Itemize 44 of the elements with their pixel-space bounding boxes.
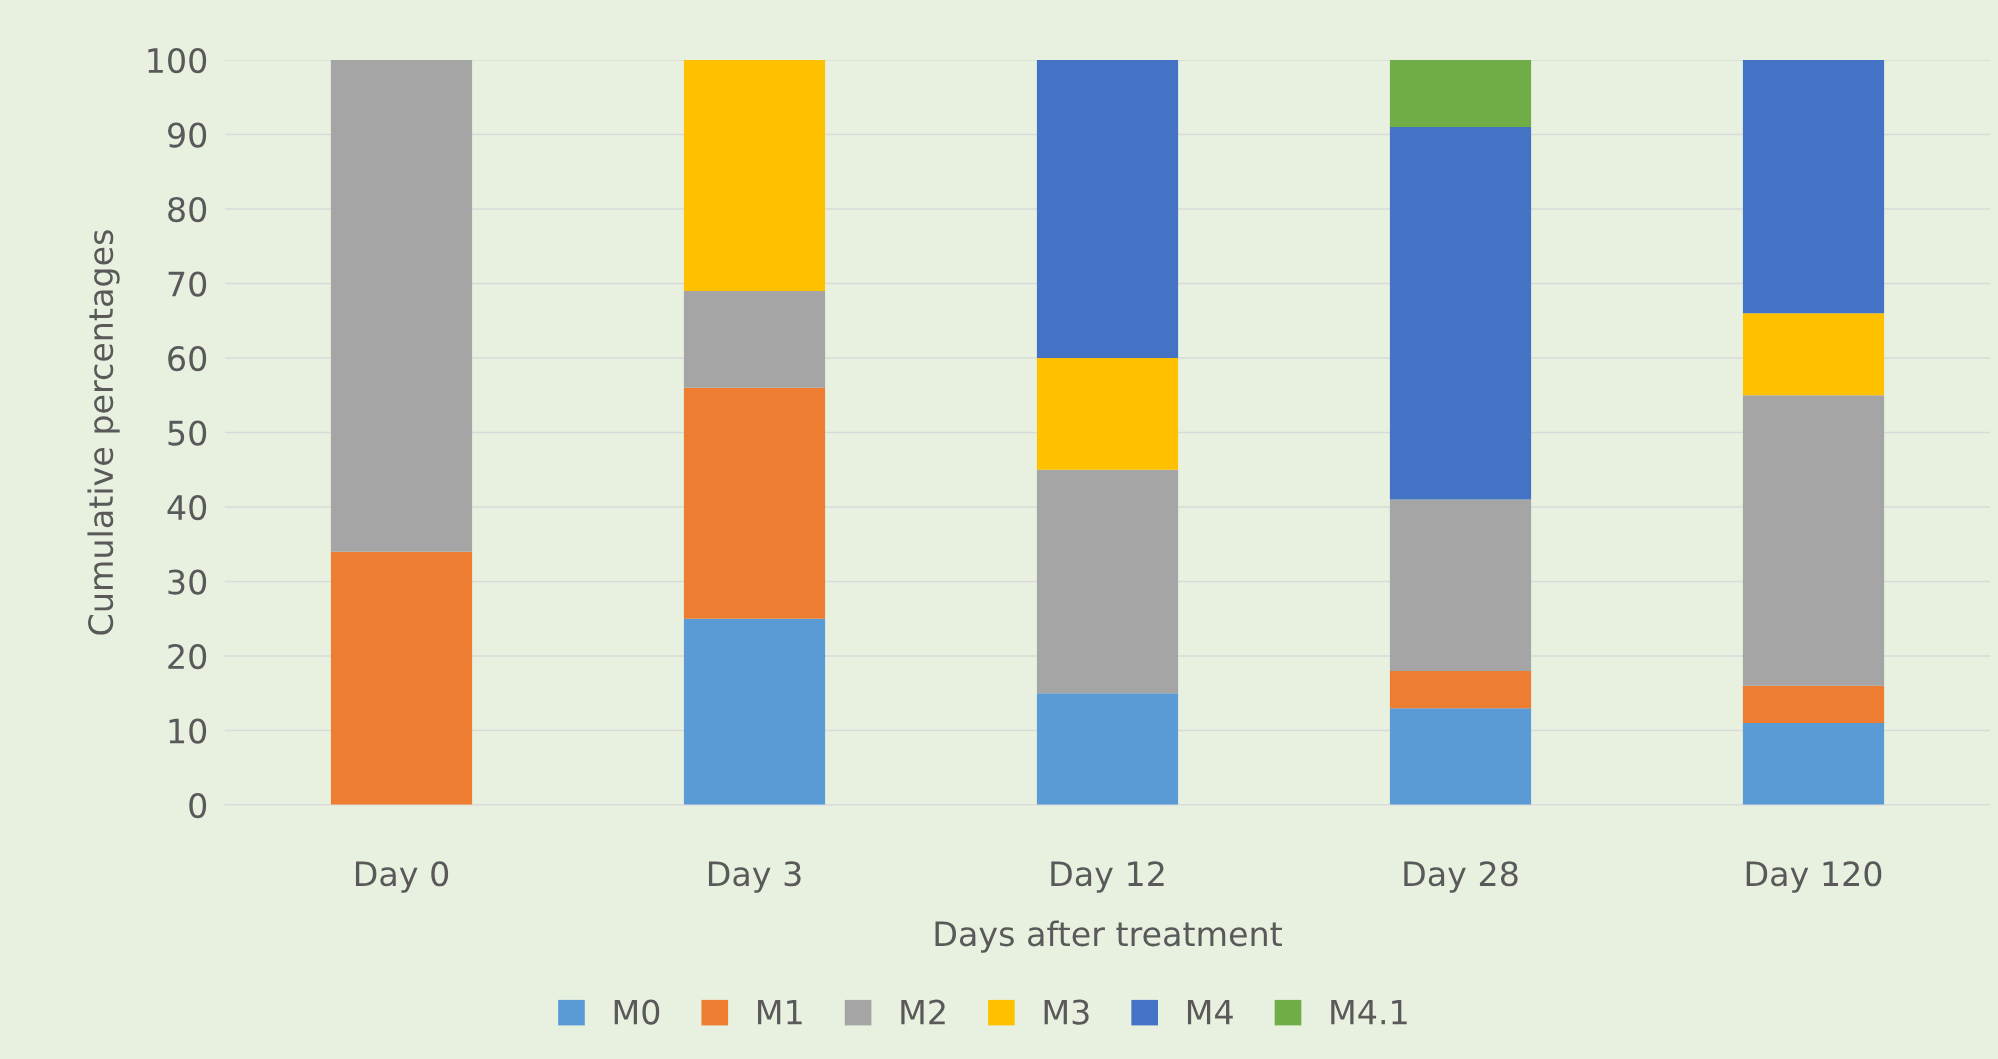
y-tick-label: 70 [168, 271, 207, 297]
legend-label: M0 [614, 999, 660, 1025]
legend-label: M2 [901, 999, 945, 1025]
y-tick-label: 0 [189, 792, 207, 819]
bar [1742, 685, 1885, 724]
x-tick-label: Day 120 [1746, 861, 1882, 893]
x-axis-title: Days after treatment [935, 920, 1282, 953]
y-tick-label: 90 [168, 122, 207, 148]
legend-label: M4 [1187, 999, 1233, 1025]
bar [1036, 469, 1179, 694]
x-tick-label: Day 12 [1051, 861, 1164, 893]
x-tick-label: Day 28 [1404, 861, 1518, 893]
legend-label: M1 [758, 999, 802, 1025]
bar [683, 290, 826, 388]
bar [330, 60, 473, 552]
y-tick-label: 60 [168, 345, 207, 372]
bar [1389, 499, 1532, 671]
y-tick-label: 50 [168, 420, 207, 446]
bar [1036, 693, 1179, 805]
bar [1742, 60, 1885, 314]
x-tick-label: Day 3 [708, 861, 801, 893]
x-tick-label: Day 0 [355, 861, 449, 893]
y-tick-label: 10 [169, 718, 207, 744]
bar [1036, 358, 1179, 470]
bar [1389, 127, 1532, 500]
bar [1389, 670, 1532, 709]
y-tick-label: 80 [168, 196, 207, 223]
bar [1036, 60, 1179, 358]
y-tick-label: 40 [167, 494, 207, 521]
bar [1742, 395, 1885, 686]
bar [1389, 60, 1532, 128]
bar [683, 387, 826, 619]
y-axis-title: Cumulative percentages [87, 230, 120, 635]
bar [1742, 313, 1885, 396]
bar [1742, 723, 1885, 805]
y-tick-label: 100 [148, 47, 207, 74]
bar [683, 618, 826, 805]
legend-label: M3 [1044, 999, 1089, 1025]
legend-label: M4.1 [1331, 999, 1407, 1025]
y-tick-label: 30 [168, 569, 207, 595]
bar [330, 551, 473, 805]
y-tick-label: 20 [168, 643, 207, 670]
bar [683, 60, 826, 291]
bar [1389, 708, 1532, 805]
